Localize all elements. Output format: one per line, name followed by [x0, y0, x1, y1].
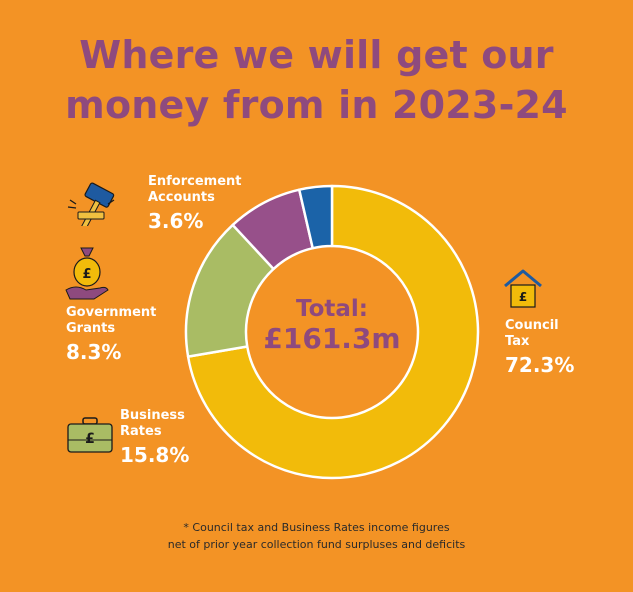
label-business-pct: 15.8%: [120, 443, 190, 467]
footnote-line-1: * Council tax and Business Rates income …: [183, 521, 450, 534]
donut-slice-enforcement-accounts: [298, 184, 334, 250]
footnote-line-2: net of prior year collection fund surplu…: [167, 538, 466, 551]
label-business-rates: Business Rates 15.8%: [120, 408, 189, 468]
donut-slice-council-tax: [186, 184, 480, 480]
label-enforcement-line1: Enforcement: [148, 174, 242, 189]
briefcase-pound-glyph: £: [85, 431, 95, 447]
gavel-icon: [67, 182, 115, 226]
briefcase-pound-icon: £: [67, 417, 113, 453]
label-government-line2: Grants: [66, 321, 116, 336]
bag-pound-glyph: £: [82, 267, 91, 282]
label-enforcement-line2: Accounts: [148, 190, 215, 205]
label-government-pct: 8.3%: [66, 340, 122, 364]
label-business-line1: Business: [120, 408, 185, 423]
label-council-pct: 72.3%: [505, 353, 575, 377]
footnote: * Council tax and Business Rates income …: [0, 519, 633, 553]
label-government-line1: Government: [66, 305, 157, 320]
page-title: Where we will get our money from in 2023…: [0, 30, 633, 130]
label-council-tax: Council Tax 72.3%: [505, 318, 574, 378]
title-line-2: money from in 2023-24: [65, 83, 568, 127]
center-label-amount: £161.3m: [263, 322, 400, 355]
title-line-1: Where we will get our: [79, 33, 554, 77]
house-pound-icon: £: [504, 269, 542, 308]
label-enforcement-accounts: Enforcement Accounts 3.6%: [148, 174, 242, 234]
center-label-total: Total:: [296, 296, 368, 322]
label-enforcement-pct: 3.6%: [148, 209, 204, 233]
label-government-grants: Government Grants 8.3%: [66, 305, 156, 365]
money-bag-hand-icon: £: [65, 247, 109, 300]
label-council-line2: Tax: [505, 334, 530, 349]
house-pound-glyph: £: [519, 290, 527, 304]
label-council-line1: Council: [505, 318, 559, 333]
label-business-line2: Rates: [120, 424, 162, 439]
